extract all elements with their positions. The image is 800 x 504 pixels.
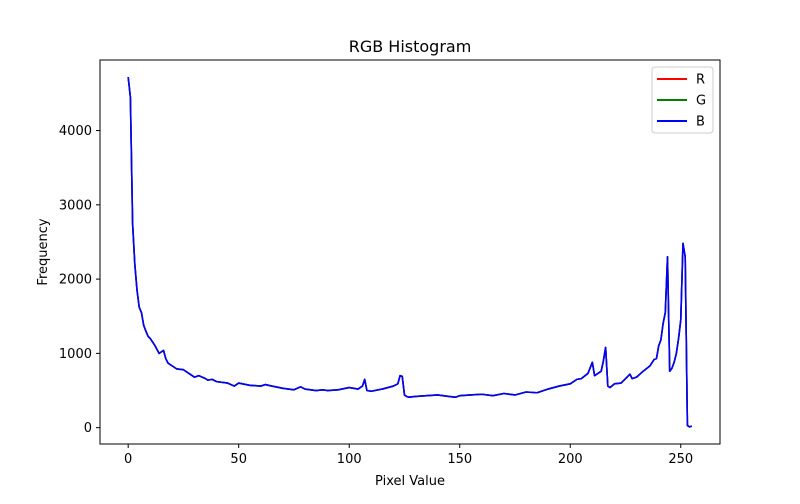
y-tick-label: 3000 bbox=[59, 198, 92, 213]
x-tick-label: 250 bbox=[668, 452, 693, 467]
legend-label-g: G bbox=[696, 94, 706, 109]
plot-area bbox=[127, 76, 693, 428]
legend: RGB bbox=[651, 66, 714, 134]
y-tick-label: 1000 bbox=[59, 347, 92, 362]
series-line-b bbox=[127, 76, 693, 428]
y-axis-ticks: 0 1000 2000 3000 4000 bbox=[59, 124, 100, 436]
legend-label-r: R bbox=[696, 73, 705, 88]
x-tick-label: 150 bbox=[447, 452, 472, 467]
chart-title: RGB Histogram bbox=[349, 37, 472, 56]
x-tick-label: 0 bbox=[124, 452, 132, 467]
x-axis-ticks: 0 50 100 150 200 250 bbox=[124, 444, 693, 467]
axes-frame bbox=[99, 59, 721, 445]
y-tick-label: 4000 bbox=[59, 124, 92, 139]
x-tick-label: 200 bbox=[558, 452, 583, 467]
x-axis-label: Pixel Value bbox=[375, 474, 445, 489]
legend-label-b: B bbox=[696, 115, 705, 130]
x-tick-label: 100 bbox=[337, 452, 362, 467]
y-tick-label: 2000 bbox=[59, 273, 92, 288]
y-tick-label: 0 bbox=[84, 421, 92, 436]
y-axis-label: Frequency bbox=[36, 218, 51, 285]
x-tick-label: 50 bbox=[230, 452, 247, 467]
